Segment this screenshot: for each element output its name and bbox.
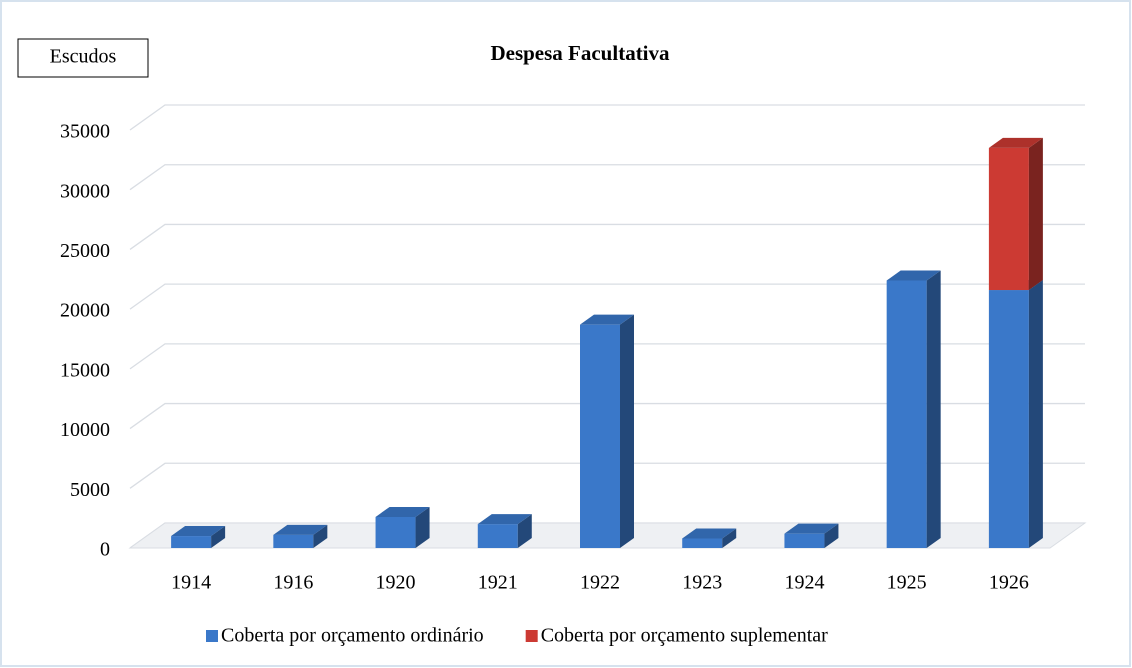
bar-side: [824, 523, 839, 548]
x-tick-label: 1925: [887, 572, 927, 594]
bar-top: [273, 524, 328, 535]
x-tick-label: 1920: [376, 572, 416, 594]
grid-line: [129, 164, 1085, 191]
bar-top: [886, 270, 941, 281]
bar: [886, 280, 927, 548]
bar: [580, 324, 620, 548]
grid-line: [129, 402, 1085, 430]
grid-line: [129, 104, 1085, 131]
bar-side: [620, 314, 634, 548]
legend-label: Coberta por orçamento ordinário: [221, 625, 484, 647]
bar: [988, 147, 1029, 291]
x-tick-label: 1916: [273, 572, 313, 594]
bar-top: [375, 506, 430, 517]
bar-side: [722, 528, 737, 548]
legend-label: Coberta por orçamento suplementar: [541, 625, 828, 647]
legend-swatch: [525, 630, 538, 642]
bar: [682, 538, 723, 548]
bar: [375, 516, 416, 548]
chart-title: Despesa Facultativa: [490, 41, 670, 65]
bar: [784, 533, 825, 548]
y-tick-label: 15000: [60, 359, 110, 381]
y-axis-label: Escudos: [50, 46, 117, 68]
bar-top: [171, 526, 226, 537]
bar: [988, 290, 1029, 548]
bar-side: [926, 270, 941, 548]
grid-line: [129, 462, 1085, 489]
y-tick-label: 35000: [60, 121, 110, 143]
x-tick-label: 1926: [989, 572, 1029, 594]
x-tick-label: 1924: [784, 572, 824, 594]
bar-top: [784, 523, 839, 534]
grid-line: [129, 223, 1085, 250]
bar-side: [415, 506, 430, 548]
y-tick-label: 5000: [70, 479, 110, 501]
bar-side: [1028, 280, 1043, 548]
bar-top: [682, 528, 737, 539]
y-tick-label: 25000: [60, 240, 110, 262]
x-tick-label: 1914: [171, 572, 211, 594]
bar: [171, 536, 212, 548]
grid-line: [129, 343, 1085, 370]
unit-box: [17, 38, 149, 78]
y-tick-label: 20000: [60, 300, 110, 322]
bar-side: [1028, 137, 1043, 291]
bar-side: [313, 524, 328, 548]
bar-side: [517, 514, 532, 548]
bar-top: [477, 514, 532, 525]
y-tick-label: 0: [100, 539, 110, 561]
y-tick-label: 30000: [60, 180, 110, 202]
bar: [273, 534, 314, 548]
bar: [477, 524, 518, 548]
y-tick-label: 10000: [60, 419, 110, 441]
x-tick-label: 1921: [478, 572, 518, 594]
grid-line: [129, 283, 1085, 310]
x-tick-label: 1922: [580, 572, 620, 594]
legend-swatch: [206, 630, 218, 642]
x-tick-label: 1923: [682, 572, 722, 594]
bar-top: [580, 314, 634, 325]
bar-top: [988, 137, 1043, 148]
bar-side: [211, 526, 226, 548]
